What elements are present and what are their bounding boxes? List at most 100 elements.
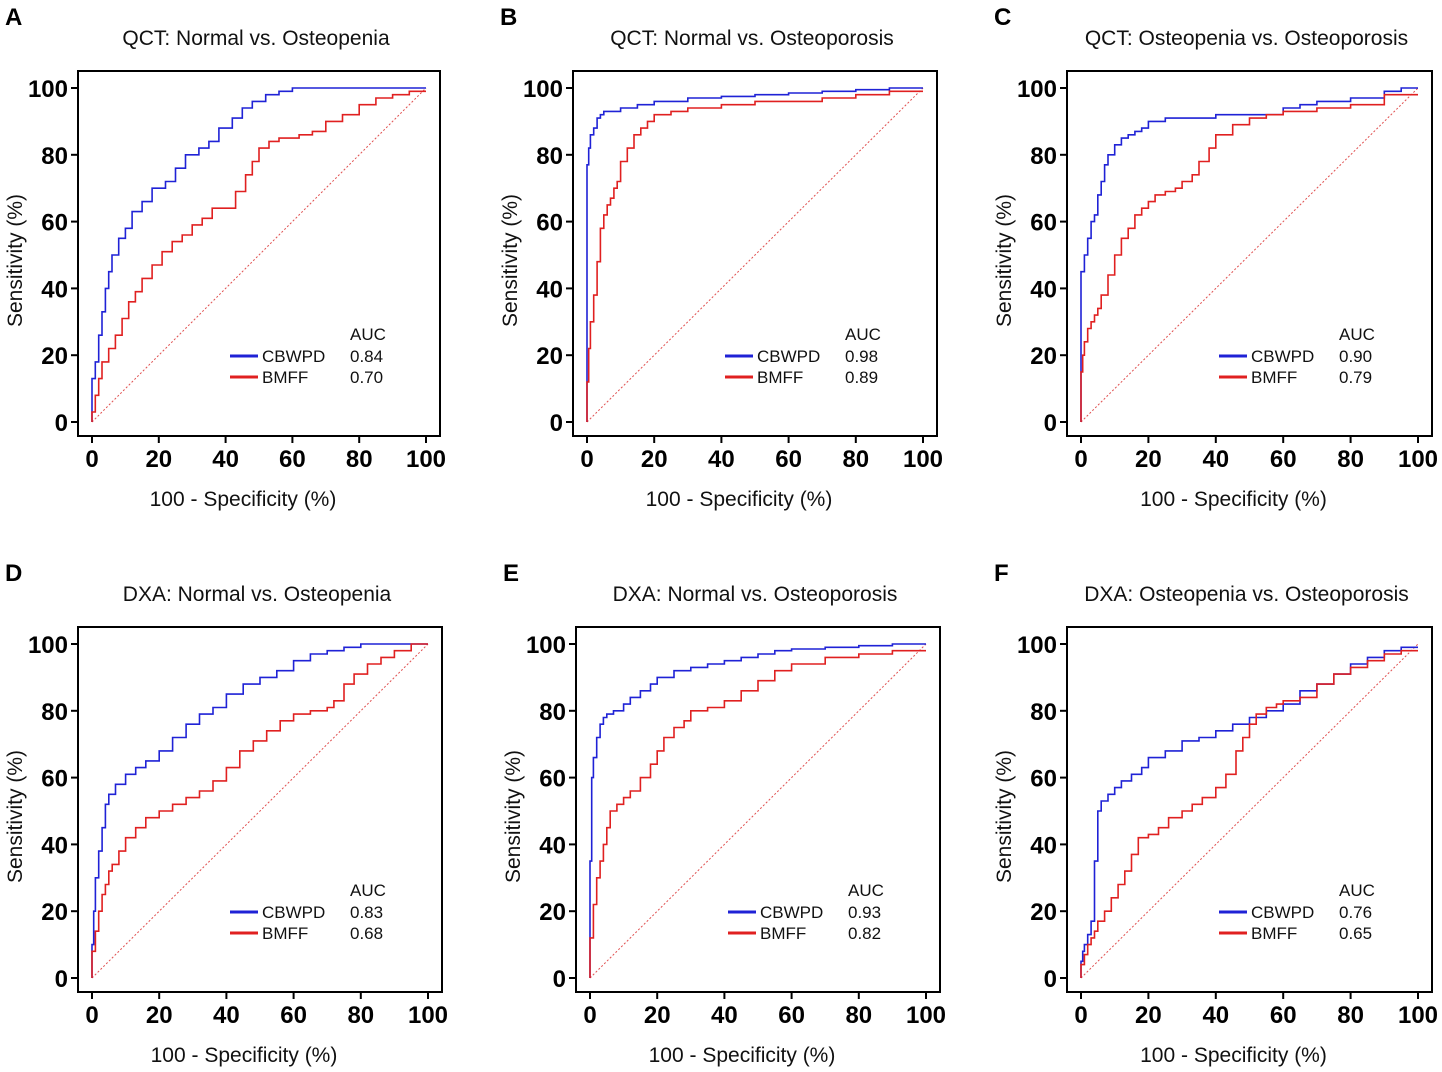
x-axis-label: 100 - Specificity (%) — [646, 488, 833, 511]
diagonal-reference-line — [91, 87, 427, 423]
y-tick-label: 40 — [1030, 832, 1057, 859]
x-tick-label: 40 — [1202, 446, 1229, 473]
y-tick-label: 60 — [536, 210, 563, 237]
plot-frame — [1066, 70, 1433, 437]
chart-title: QCT: Normal vs. Osteopenia — [122, 27, 390, 50]
legend-auc-value: 0.98 — [845, 347, 878, 366]
legend-auc-value: 0.82 — [848, 924, 881, 943]
legend-series-name: CBWPD — [1251, 347, 1314, 366]
legend-series-name: BMFF — [1251, 368, 1297, 387]
y-tick-label: 0 — [55, 966, 68, 993]
legend-auc-header: AUC — [350, 881, 386, 900]
x-tick-label: 100 — [1398, 1002, 1438, 1029]
roc-curve-cbwpd — [1080, 87, 1418, 422]
legend-auc-value: 0.79 — [1339, 368, 1372, 387]
diagonal-reference-line — [589, 643, 927, 979]
x-axis-label: 100 - Specificity (%) — [1140, 488, 1327, 511]
y-tick-label: 40 — [539, 832, 566, 859]
x-tick-label: 0 — [1074, 1002, 1087, 1029]
x-tick-label: 80 — [1337, 446, 1364, 473]
x-tick-label: 80 — [347, 1002, 374, 1029]
x-tick-label: 60 — [1270, 446, 1297, 473]
x-axis-label: 100 - Specificity (%) — [1140, 1044, 1327, 1067]
x-tick-label: 100 — [406, 446, 446, 473]
y-tick-label: 80 — [1030, 699, 1057, 726]
panel-letter: E — [503, 560, 519, 587]
diagonal-reference-line — [586, 87, 924, 423]
x-tick-label: 40 — [213, 1002, 240, 1029]
y-axis-label: Sensitivity (%) — [499, 194, 522, 327]
legend-series-name: CBWPD — [1251, 903, 1314, 922]
x-tick-label: 0 — [583, 1002, 596, 1029]
legend-auc-value: 0.76 — [1339, 903, 1372, 922]
panel-letter: C — [994, 4, 1011, 31]
roc-curve-bmff — [586, 90, 923, 422]
x-tick-label: 80 — [845, 1002, 872, 1029]
x-tick-label: 20 — [145, 446, 172, 473]
x-tick-label: 60 — [280, 1002, 307, 1029]
plot-frame — [77, 626, 443, 993]
x-tick-label: 0 — [85, 446, 98, 473]
diagonal-reference-line — [91, 643, 429, 979]
y-tick-label: 0 — [553, 966, 566, 993]
x-tick-label: 20 — [1135, 1002, 1162, 1029]
chart-title: QCT: Normal vs. Osteoporosis — [610, 27, 894, 50]
x-tick-label: 40 — [1202, 1002, 1229, 1029]
legend-auc-header: AUC — [1339, 325, 1375, 344]
y-tick-label: 80 — [539, 699, 566, 726]
chart-title: DXA: Normal vs. Osteoporosis — [613, 583, 898, 606]
legend-series-name: BMFF — [760, 924, 806, 943]
x-tick-label: 100 — [903, 446, 943, 473]
y-tick-label: 60 — [41, 210, 68, 237]
legend-auc-value: 0.65 — [1339, 924, 1372, 943]
y-tick-label: 80 — [41, 143, 68, 170]
roc-curve-bmff — [589, 649, 926, 978]
legend-auc-value: 0.68 — [350, 924, 383, 943]
x-axis-label: 100 - Specificity (%) — [649, 1044, 836, 1067]
y-tick-label: 100 — [28, 76, 68, 103]
legend-series-name: CBWPD — [757, 347, 820, 366]
y-tick-label: 100 — [1017, 632, 1057, 659]
chart-title: DXA: Osteopenia vs. Osteoporosis — [1084, 583, 1409, 606]
diagonal-reference-line — [1080, 643, 1419, 979]
legend-series-name: BMFF — [262, 368, 308, 387]
panel-letter: A — [5, 4, 22, 31]
y-tick-label: 20 — [41, 343, 68, 370]
legend-auc-value: 0.83 — [350, 903, 383, 922]
x-tick-label: 80 — [842, 446, 869, 473]
y-tick-label: 80 — [41, 699, 68, 726]
roc-curve-cbwpd — [91, 87, 426, 422]
roc-curve-bmff — [91, 90, 426, 422]
x-tick-label: 20 — [1135, 446, 1162, 473]
x-tick-label: 100 — [408, 1002, 448, 1029]
plot-frame — [77, 70, 441, 437]
legend-auc-header: AUC — [350, 325, 386, 344]
roc-curve-bmff — [1080, 649, 1418, 978]
y-tick-label: 20 — [41, 899, 68, 926]
y-tick-label: 0 — [1044, 966, 1057, 993]
y-tick-label: 0 — [1044, 410, 1057, 437]
x-tick-label: 0 — [85, 1002, 98, 1029]
y-tick-label: 100 — [523, 76, 563, 103]
y-tick-label: 80 — [536, 143, 563, 170]
legend-auc-header: AUC — [845, 325, 881, 344]
panel-letter: F — [994, 560, 1009, 587]
y-tick-label: 20 — [1030, 343, 1057, 370]
y-tick-label: 100 — [1017, 76, 1057, 103]
x-tick-label: 60 — [775, 446, 802, 473]
y-tick-label: 80 — [1030, 143, 1057, 170]
x-axis-label: 100 - Specificity (%) — [151, 1044, 338, 1067]
x-tick-label: 40 — [711, 1002, 738, 1029]
y-tick-label: 0 — [550, 410, 563, 437]
x-tick-label: 80 — [1337, 1002, 1364, 1029]
x-tick-label: 20 — [146, 1002, 173, 1029]
x-tick-label: 40 — [708, 446, 735, 473]
legend-series-name: BMFF — [1251, 924, 1297, 943]
x-tick-label: 40 — [212, 446, 239, 473]
roc-curve-cbwpd — [586, 87, 923, 422]
y-tick-label: 40 — [41, 832, 68, 859]
panel-letter: B — [500, 4, 517, 31]
x-tick-label: 0 — [580, 446, 593, 473]
legend-series-name: BMFF — [757, 368, 803, 387]
x-tick-label: 60 — [279, 446, 306, 473]
